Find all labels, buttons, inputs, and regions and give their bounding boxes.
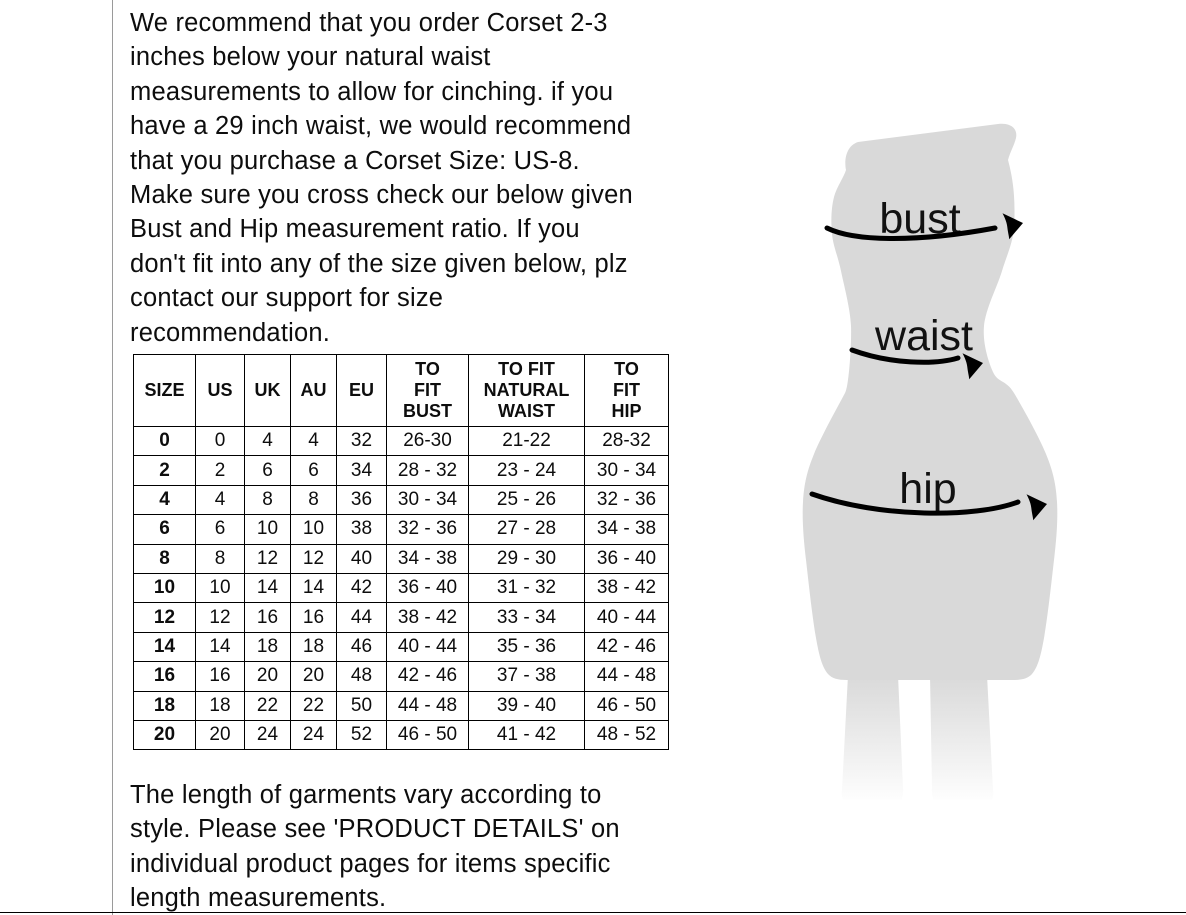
svg-text:waist: waist [874,312,973,360]
svg-text:hip: hip [899,465,956,513]
